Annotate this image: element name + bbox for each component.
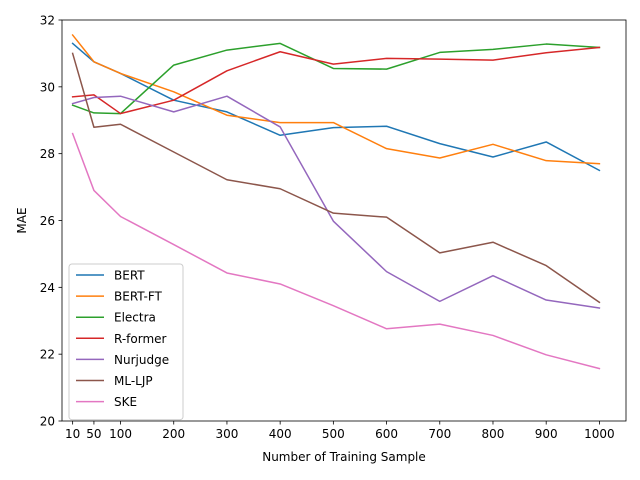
y-tick-label: 32 [40,14,55,28]
series-line-ml-ljp [71,52,601,304]
x-tick-label: 500 [322,427,345,441]
x-tick-label: 200 [162,427,185,441]
x-tick-label: 100 [109,427,132,441]
legend-label: BERT-FT [114,290,163,304]
x-tick-label: 600 [375,427,398,441]
x-tick-label: 10 [65,427,80,441]
series-line-r-former [71,46,601,115]
y-axis-ticks: 20 22 24 26 28 30 32 [40,14,62,429]
legend-label: BERT [114,269,145,283]
legend: BERT BERT-FT Electra R-former Nurjudge ML-LJP… [68,263,184,421]
y-axis-label: MAE [15,207,29,233]
x-tick-label: 900 [535,427,558,441]
series-line-bert-ft [71,33,601,165]
y-tick-label: 28 [40,147,55,161]
x-tick-label: 300 [215,427,238,441]
x-tick-label: 800 [482,427,505,441]
x-tick-label: 50 [86,427,101,441]
y-tick-label: 20 [40,415,55,429]
series-line-nurjudge [71,95,601,309]
y-tick-label: 22 [40,348,55,362]
y-tick-label: 26 [40,214,55,228]
plot-lines [71,33,601,370]
x-axis-ticks: 10 50 100 200 300 400 500 600 700 800 900 1000 [65,421,615,441]
series-line-electra [71,42,601,115]
legend-label: Nurjudge [114,353,169,367]
legend-label: ML-LJP [114,374,153,388]
x-tick-label: 400 [269,427,292,441]
legend-label: SKE [114,395,137,409]
legend-label: R-former [114,332,167,346]
x-tick-label: 1000 [584,427,615,441]
legend-label: Electra [114,311,156,325]
series-line-ske [71,132,601,370]
y-tick-label: 30 [40,80,55,94]
x-tick-label: 700 [428,427,451,441]
x-axis-label: Number of Training Sample [262,450,426,464]
y-tick-label: 24 [40,281,55,295]
